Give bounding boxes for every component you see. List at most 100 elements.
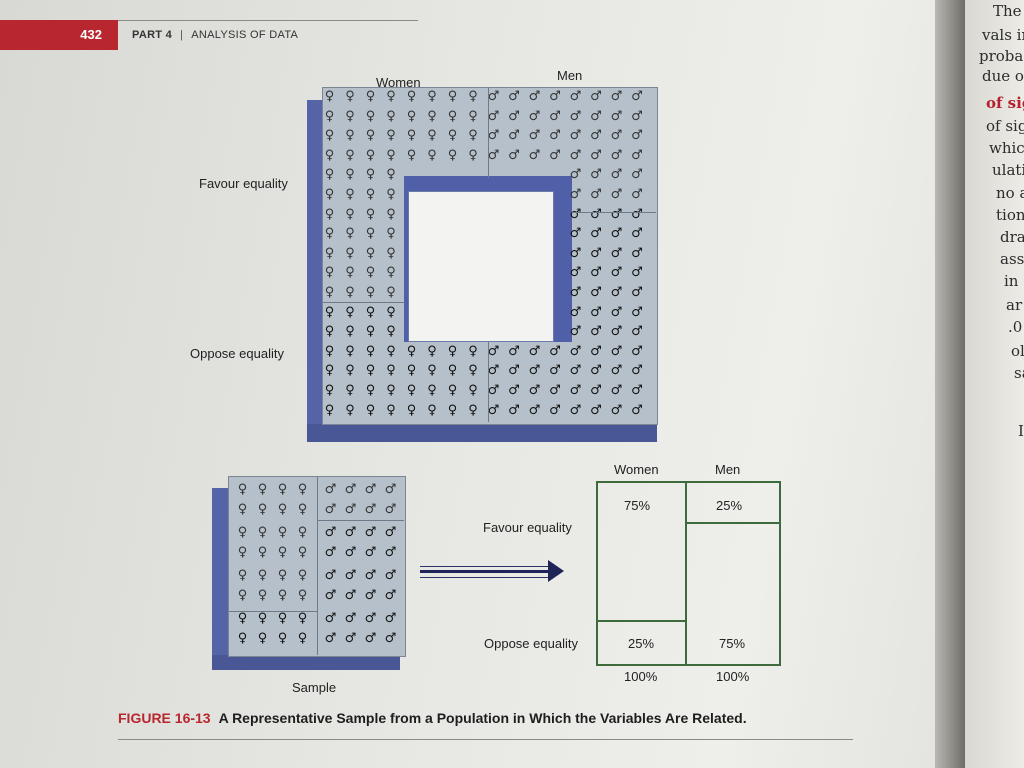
female-favour-icon: ♀ bbox=[345, 89, 355, 104]
female-favour-icon: ♀ bbox=[345, 285, 355, 300]
female-favour-icon: ♀ bbox=[237, 501, 248, 517]
female-favour-icon: ♀ bbox=[324, 89, 335, 104]
female-oppose-icon: ♀ bbox=[257, 630, 268, 646]
male-oppose-icon: ♂ bbox=[590, 245, 602, 261]
table-oppose-label: Oppose equality bbox=[484, 636, 578, 651]
female-favour-icon: ♀ bbox=[345, 167, 355, 183]
female-favour-icon: ♀ bbox=[386, 265, 396, 281]
male-oppose-icon: ♂ bbox=[508, 363, 520, 379]
facing-page-line: ar bbox=[1006, 296, 1023, 314]
female-favour-icon: ♀ bbox=[277, 525, 288, 540]
male-oppose-icon: ♂ bbox=[610, 304, 623, 320]
female-oppose-icon: ♀ bbox=[277, 611, 288, 626]
female-favour-icon: ♀ bbox=[297, 587, 308, 603]
male-oppose-icon: ♂ bbox=[610, 226, 623, 242]
female-oppose-icon: ♀ bbox=[365, 324, 376, 340]
female-favour-icon: ♀ bbox=[386, 187, 396, 202]
sample-grid-shadow-bottom bbox=[212, 655, 400, 670]
female-oppose-icon: ♀ bbox=[324, 402, 335, 418]
female-favour-icon: ♀ bbox=[365, 285, 376, 300]
female-favour-icon: ♀ bbox=[345, 147, 355, 163]
population-grid-shadow-bottom bbox=[307, 424, 657, 442]
male-favour-icon: ♂ bbox=[364, 501, 377, 517]
male-oppose-icon: ♂ bbox=[610, 383, 623, 398]
female-favour-icon: ♀ bbox=[345, 187, 355, 202]
female-favour-icon: ♀ bbox=[297, 501, 308, 517]
female-favour-icon: ♀ bbox=[386, 167, 396, 183]
running-head: PART 4 | ANALYSIS OF DATA bbox=[132, 29, 298, 41]
female-favour-icon: ♀ bbox=[324, 108, 335, 124]
female-favour-icon: ♀ bbox=[365, 226, 376, 242]
male-oppose-icon: ♂ bbox=[590, 324, 602, 340]
female-favour-icon: ♀ bbox=[324, 128, 335, 144]
female-oppose-icon: ♀ bbox=[324, 324, 335, 340]
female-oppose-icon: ♀ bbox=[297, 611, 308, 626]
female-oppose-icon: ♀ bbox=[406, 402, 417, 418]
female-oppose-icon: ♀ bbox=[386, 402, 396, 418]
male-oppose-icon: ♂ bbox=[364, 525, 377, 540]
male-favour-icon: ♂ bbox=[487, 128, 500, 144]
female-favour-icon: ♀ bbox=[345, 245, 355, 261]
female-oppose-icon: ♀ bbox=[468, 343, 478, 359]
page-number: 432 bbox=[0, 20, 118, 50]
male-favour-icon: ♂ bbox=[610, 147, 623, 163]
female-favour-icon: ♀ bbox=[447, 89, 458, 104]
female-oppose-icon: ♀ bbox=[277, 630, 288, 646]
female-oppose-icon: ♀ bbox=[297, 630, 308, 646]
part-label: PART 4 bbox=[132, 29, 173, 41]
female-favour-icon: ♀ bbox=[237, 568, 248, 583]
male-favour-icon: ♂ bbox=[508, 108, 520, 124]
male-oppose-icon: ♂ bbox=[610, 324, 623, 340]
female-favour-icon: ♀ bbox=[468, 128, 478, 144]
male-oppose-icon: ♂ bbox=[549, 363, 561, 379]
female-favour-icon: ♀ bbox=[257, 501, 268, 517]
male-oppose-icon: ♂ bbox=[610, 285, 623, 300]
men-favour-percent: 25% bbox=[716, 498, 743, 513]
facing-page-line: in bbox=[1004, 272, 1019, 290]
male-oppose-icon: ♂ bbox=[344, 568, 357, 583]
female-oppose-icon: ♀ bbox=[468, 402, 478, 418]
female-favour-icon: ♀ bbox=[324, 187, 335, 202]
male-oppose-icon: ♂ bbox=[569, 206, 582, 222]
male-oppose-icon: ♂ bbox=[590, 304, 602, 320]
female-favour-icon: ♀ bbox=[427, 89, 437, 104]
male-favour-icon: ♂ bbox=[549, 89, 561, 104]
female-favour-icon: ♀ bbox=[447, 147, 458, 163]
facing-page-line: ol bbox=[1011, 342, 1024, 360]
arrow-shaft bbox=[420, 570, 550, 573]
female-oppose-icon: ♀ bbox=[447, 363, 458, 379]
male-oppose-icon: ♂ bbox=[610, 363, 623, 379]
female-oppose-icon: ♀ bbox=[237, 611, 248, 626]
male-oppose-icon: ♂ bbox=[610, 245, 623, 261]
male-oppose-icon: ♂ bbox=[569, 363, 582, 379]
female-oppose-icon: ♀ bbox=[324, 383, 335, 398]
female-favour-icon: ♀ bbox=[257, 587, 268, 603]
male-oppose-icon: ♂ bbox=[324, 544, 337, 560]
female-oppose-icon: ♀ bbox=[406, 383, 417, 398]
book-gutter bbox=[935, 0, 965, 768]
male-favour-icon: ♂ bbox=[631, 128, 643, 144]
arrow-line-bottom bbox=[420, 577, 548, 578]
male-favour-icon: ♂ bbox=[631, 167, 643, 183]
male-oppose-icon: ♂ bbox=[610, 343, 623, 359]
male-favour-icon: ♂ bbox=[610, 128, 623, 144]
male-oppose-icon: ♂ bbox=[487, 363, 500, 379]
male-oppose-icon: ♂ bbox=[528, 363, 541, 379]
table-women-row-divider bbox=[598, 620, 686, 622]
female-oppose-icon: ♀ bbox=[345, 363, 355, 379]
women-oppose-percent: 25% bbox=[628, 636, 655, 651]
female-favour-icon: ♀ bbox=[277, 587, 288, 603]
figure-caption: FIGURE 16-13 A Representative Sample from… bbox=[118, 710, 747, 726]
female-favour-icon: ♀ bbox=[386, 108, 396, 124]
female-favour-icon: ♀ bbox=[365, 108, 376, 124]
male-favour-icon: ♂ bbox=[528, 108, 541, 124]
population-gender-divider-bottom bbox=[488, 342, 489, 422]
male-favour-icon: ♂ bbox=[384, 501, 397, 517]
female-favour-icon: ♀ bbox=[257, 544, 268, 560]
arrow-head bbox=[548, 560, 564, 582]
female-oppose-icon: ♀ bbox=[345, 343, 355, 359]
male-oppose-icon: ♂ bbox=[487, 383, 500, 398]
male-favour-icon: ♂ bbox=[528, 89, 541, 104]
male-favour-icon: ♂ bbox=[344, 501, 357, 517]
male-oppose-icon: ♂ bbox=[344, 611, 357, 626]
